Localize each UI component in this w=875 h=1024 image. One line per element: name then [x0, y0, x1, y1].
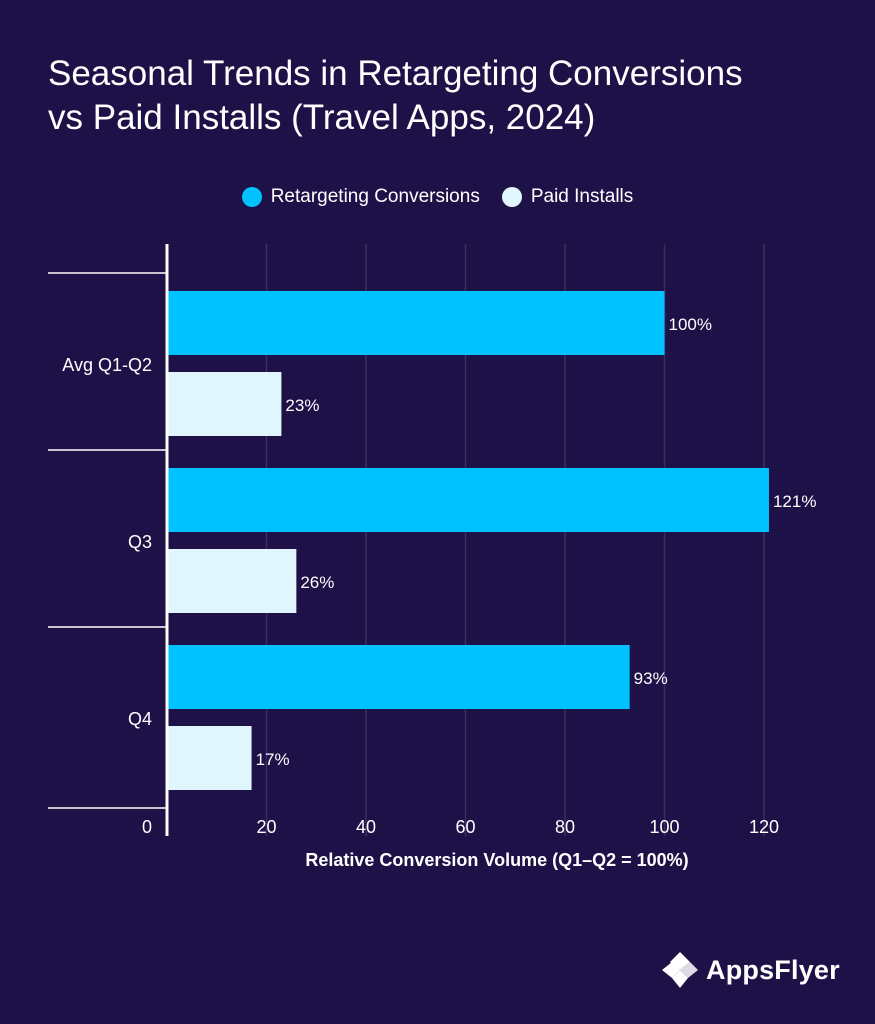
bar-chart: 100% 23% Avg Q1-Q2 121% 26% Q3 93% 17% Q4 0 20 40 60… — [48, 244, 816, 870]
chart-title: Seasonal Trends in Retargeting Conversio… — [48, 52, 848, 140]
data-label-paid-installs-1: 26% — [300, 573, 334, 592]
category-label-0: Avg Q1-Q2 — [62, 355, 152, 375]
legend-label-paid-installs: Paid Installs — [530, 186, 634, 207]
x-tick-label-20: 20 — [256, 817, 276, 837]
x-tick-label-60: 60 — [455, 817, 475, 837]
x-tick-label-80: 80 — [555, 817, 575, 837]
chart-legend: Retargeting Conversions Paid Installs — [0, 186, 875, 208]
data-label-retargeting-0: 100% — [669, 315, 712, 334]
appsflyer-logo: AppsFlyer — [660, 950, 840, 990]
data-label-paid-installs-0: 23% — [285, 396, 319, 415]
appsflyer-logo-icon — [662, 952, 698, 988]
data-label-retargeting-2: 93% — [634, 669, 668, 688]
x-tick-label-120: 120 — [749, 817, 779, 837]
bar-paid-installs-2 — [167, 726, 252, 790]
x-tick-label-0: 0 — [142, 817, 152, 837]
bar-paid-installs-0 — [167, 372, 282, 436]
bar-retargeting-2 — [167, 645, 630, 709]
legend-item-paid-installs: Paid Installs — [501, 186, 634, 208]
x-axis-title: Relative Conversion Volume (Q1–Q2 = 100%… — [305, 850, 688, 870]
legend-swatch-paid-installs — [501, 187, 522, 207]
appsflyer-logo-text: AppsFlyer — [706, 954, 840, 985]
legend-label-retargeting: Retargeting Conversions — [270, 186, 480, 207]
bar-retargeting-0 — [167, 291, 665, 355]
legend-swatch-retargeting — [241, 187, 262, 207]
data-label-retargeting-1: 121% — [773, 492, 816, 511]
bar-retargeting-1 — [167, 468, 769, 532]
category-label-2: Q4 — [128, 709, 152, 729]
data-label-paid-installs-2: 17% — [256, 750, 290, 769]
bar-paid-installs-1 — [167, 549, 297, 613]
legend-item-retargeting: Retargeting Conversions — [241, 186, 480, 208]
chart-title-line-1: Seasonal Trends in Retargeting Conversio… — [48, 54, 743, 93]
x-tick-label-100: 100 — [649, 817, 679, 837]
chart-title-line-2: vs Paid Installs (Travel Apps, 2024) — [48, 98, 596, 137]
category-label-1: Q3 — [128, 532, 152, 552]
x-tick-label-40: 40 — [356, 817, 376, 837]
